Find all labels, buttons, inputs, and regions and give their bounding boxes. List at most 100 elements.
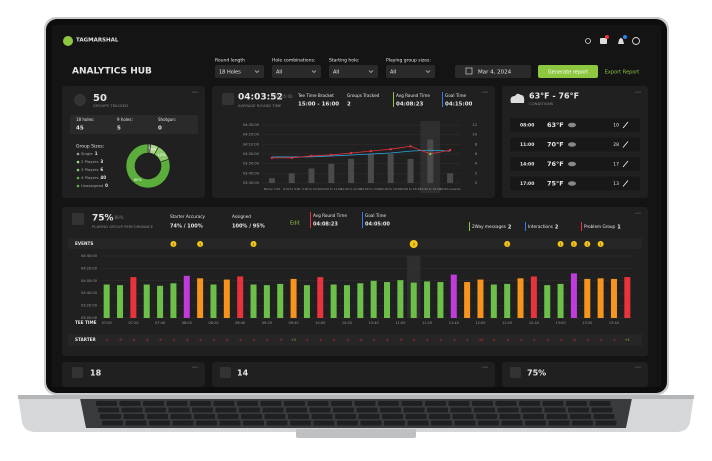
round-goal: / 04:05:00 bbox=[272, 94, 293, 99]
stat-label: 18 holes: bbox=[76, 117, 94, 122]
chevron bbox=[311, 70, 317, 73]
event-count: 1 bbox=[600, 242, 602, 246]
key bbox=[196, 420, 217, 426]
avg-dot bbox=[389, 147, 392, 151]
key bbox=[335, 414, 356, 419]
bell-icon[interactable] bbox=[618, 38, 624, 44]
bar bbox=[427, 139, 434, 183]
tee-time: 13:40 bbox=[609, 321, 619, 325]
mail-badge bbox=[605, 35, 609, 39]
cloud-icon bbox=[510, 93, 525, 103]
starter-row bbox=[68, 334, 642, 346]
key bbox=[595, 420, 617, 426]
key bbox=[521, 407, 542, 413]
bottom-value: 18 bbox=[90, 369, 102, 378]
edit-link[interactable]: Edit bbox=[290, 221, 300, 227]
events-label: EVENTS bbox=[75, 241, 93, 246]
mail-icon[interactable] bbox=[600, 38, 607, 44]
weather-range: 63°F - 76°F bbox=[529, 92, 579, 101]
bar bbox=[450, 274, 457, 318]
performance-card bbox=[62, 207, 648, 356]
event-marker[interactable] bbox=[597, 241, 604, 247]
event-count: 1 bbox=[252, 242, 254, 246]
tee-time: 11:00 bbox=[395, 321, 405, 325]
bar bbox=[367, 154, 374, 183]
bar bbox=[288, 173, 295, 183]
tee-time: 08:40 bbox=[235, 321, 245, 325]
key bbox=[525, 420, 546, 426]
y2-tick-label: 4 bbox=[475, 162, 478, 166]
key bbox=[431, 420, 452, 426]
key bbox=[523, 414, 544, 419]
starter-value: -3 bbox=[399, 338, 403, 342]
filter-select[interactable] bbox=[272, 65, 321, 78]
key bbox=[217, 414, 239, 419]
bar bbox=[584, 278, 591, 318]
legend-label: 2 Players bbox=[81, 159, 98, 164]
stat-label: Starter Accuracy bbox=[170, 214, 205, 219]
avg-dot bbox=[448, 148, 452, 152]
tee-time: 12:40 bbox=[529, 321, 539, 325]
event-count: 1 bbox=[559, 242, 561, 246]
key bbox=[119, 401, 141, 406]
bar bbox=[624, 277, 631, 318]
filter-value: All bbox=[390, 70, 396, 76]
y-tick-label: 03:00:00 bbox=[81, 316, 98, 320]
event-count: 1 bbox=[573, 242, 575, 246]
menu-dots: … bbox=[482, 363, 488, 370]
y-tick-label: 04:00:00 bbox=[243, 152, 260, 156]
starter-value: -1 bbox=[519, 338, 523, 342]
weather-temp: 76°F bbox=[547, 160, 564, 168]
filter-select[interactable] bbox=[329, 65, 378, 78]
bar bbox=[544, 285, 551, 318]
stat-value: 04:05:00 bbox=[365, 222, 390, 228]
card-icon bbox=[220, 367, 231, 378]
bar bbox=[370, 280, 377, 318]
x-tick-label: 10:00 to 11:00 bbox=[321, 187, 342, 191]
x-tick-label: 14:00 to 15:00 bbox=[400, 187, 421, 191]
profile-icon[interactable] bbox=[632, 37, 640, 45]
event-marker[interactable] bbox=[584, 241, 591, 247]
key bbox=[570, 414, 591, 419]
starter-value: -1 bbox=[212, 338, 216, 342]
bar bbox=[263, 285, 270, 318]
key bbox=[546, 414, 568, 419]
stat-value: 04:08:23 bbox=[313, 222, 338, 228]
filter-select[interactable] bbox=[215, 65, 264, 78]
wind-speed: 13 bbox=[613, 181, 619, 187]
date-picker[interactable] bbox=[455, 65, 531, 78]
event-marker[interactable] bbox=[170, 241, 177, 247]
wind-speed: 10 bbox=[613, 123, 619, 129]
event-marker[interactable] bbox=[504, 241, 511, 247]
export-link[interactable]: Export Report bbox=[605, 70, 640, 76]
search-icon[interactable] bbox=[585, 38, 591, 44]
event-marker[interactable] bbox=[250, 241, 257, 247]
key bbox=[448, 401, 470, 406]
key bbox=[405, 414, 427, 419]
bar bbox=[303, 285, 310, 318]
counter-value: 2 bbox=[508, 225, 512, 231]
events-row bbox=[68, 238, 642, 249]
key bbox=[290, 420, 311, 426]
key bbox=[219, 420, 241, 426]
event-marker[interactable] bbox=[557, 241, 564, 247]
key bbox=[123, 414, 145, 419]
event-marker[interactable] bbox=[409, 240, 418, 248]
generate-button[interactable] bbox=[538, 65, 598, 78]
filter-select[interactable] bbox=[386, 65, 435, 78]
y2-tick-label: 10 bbox=[472, 133, 477, 137]
card-icon bbox=[72, 367, 83, 378]
page-title: ANALYTICS HUB bbox=[72, 67, 152, 77]
event-marker[interactable] bbox=[570, 241, 577, 247]
y2-tick-label: 8 bbox=[475, 142, 478, 146]
event-marker[interactable] bbox=[197, 241, 204, 247]
hinge bbox=[18, 395, 694, 399]
y-tick-label: 04:30:00 bbox=[243, 123, 260, 127]
stat-value: 04:08:23 bbox=[396, 102, 424, 108]
starter-value: -1 bbox=[305, 338, 309, 342]
legend-value: 3 bbox=[100, 159, 103, 164]
thermo-icon bbox=[72, 213, 84, 225]
round-label: AVERAGE ROUND TIME bbox=[238, 103, 282, 108]
bar bbox=[597, 278, 604, 318]
counter-label: 2Way messages bbox=[472, 224, 506, 229]
